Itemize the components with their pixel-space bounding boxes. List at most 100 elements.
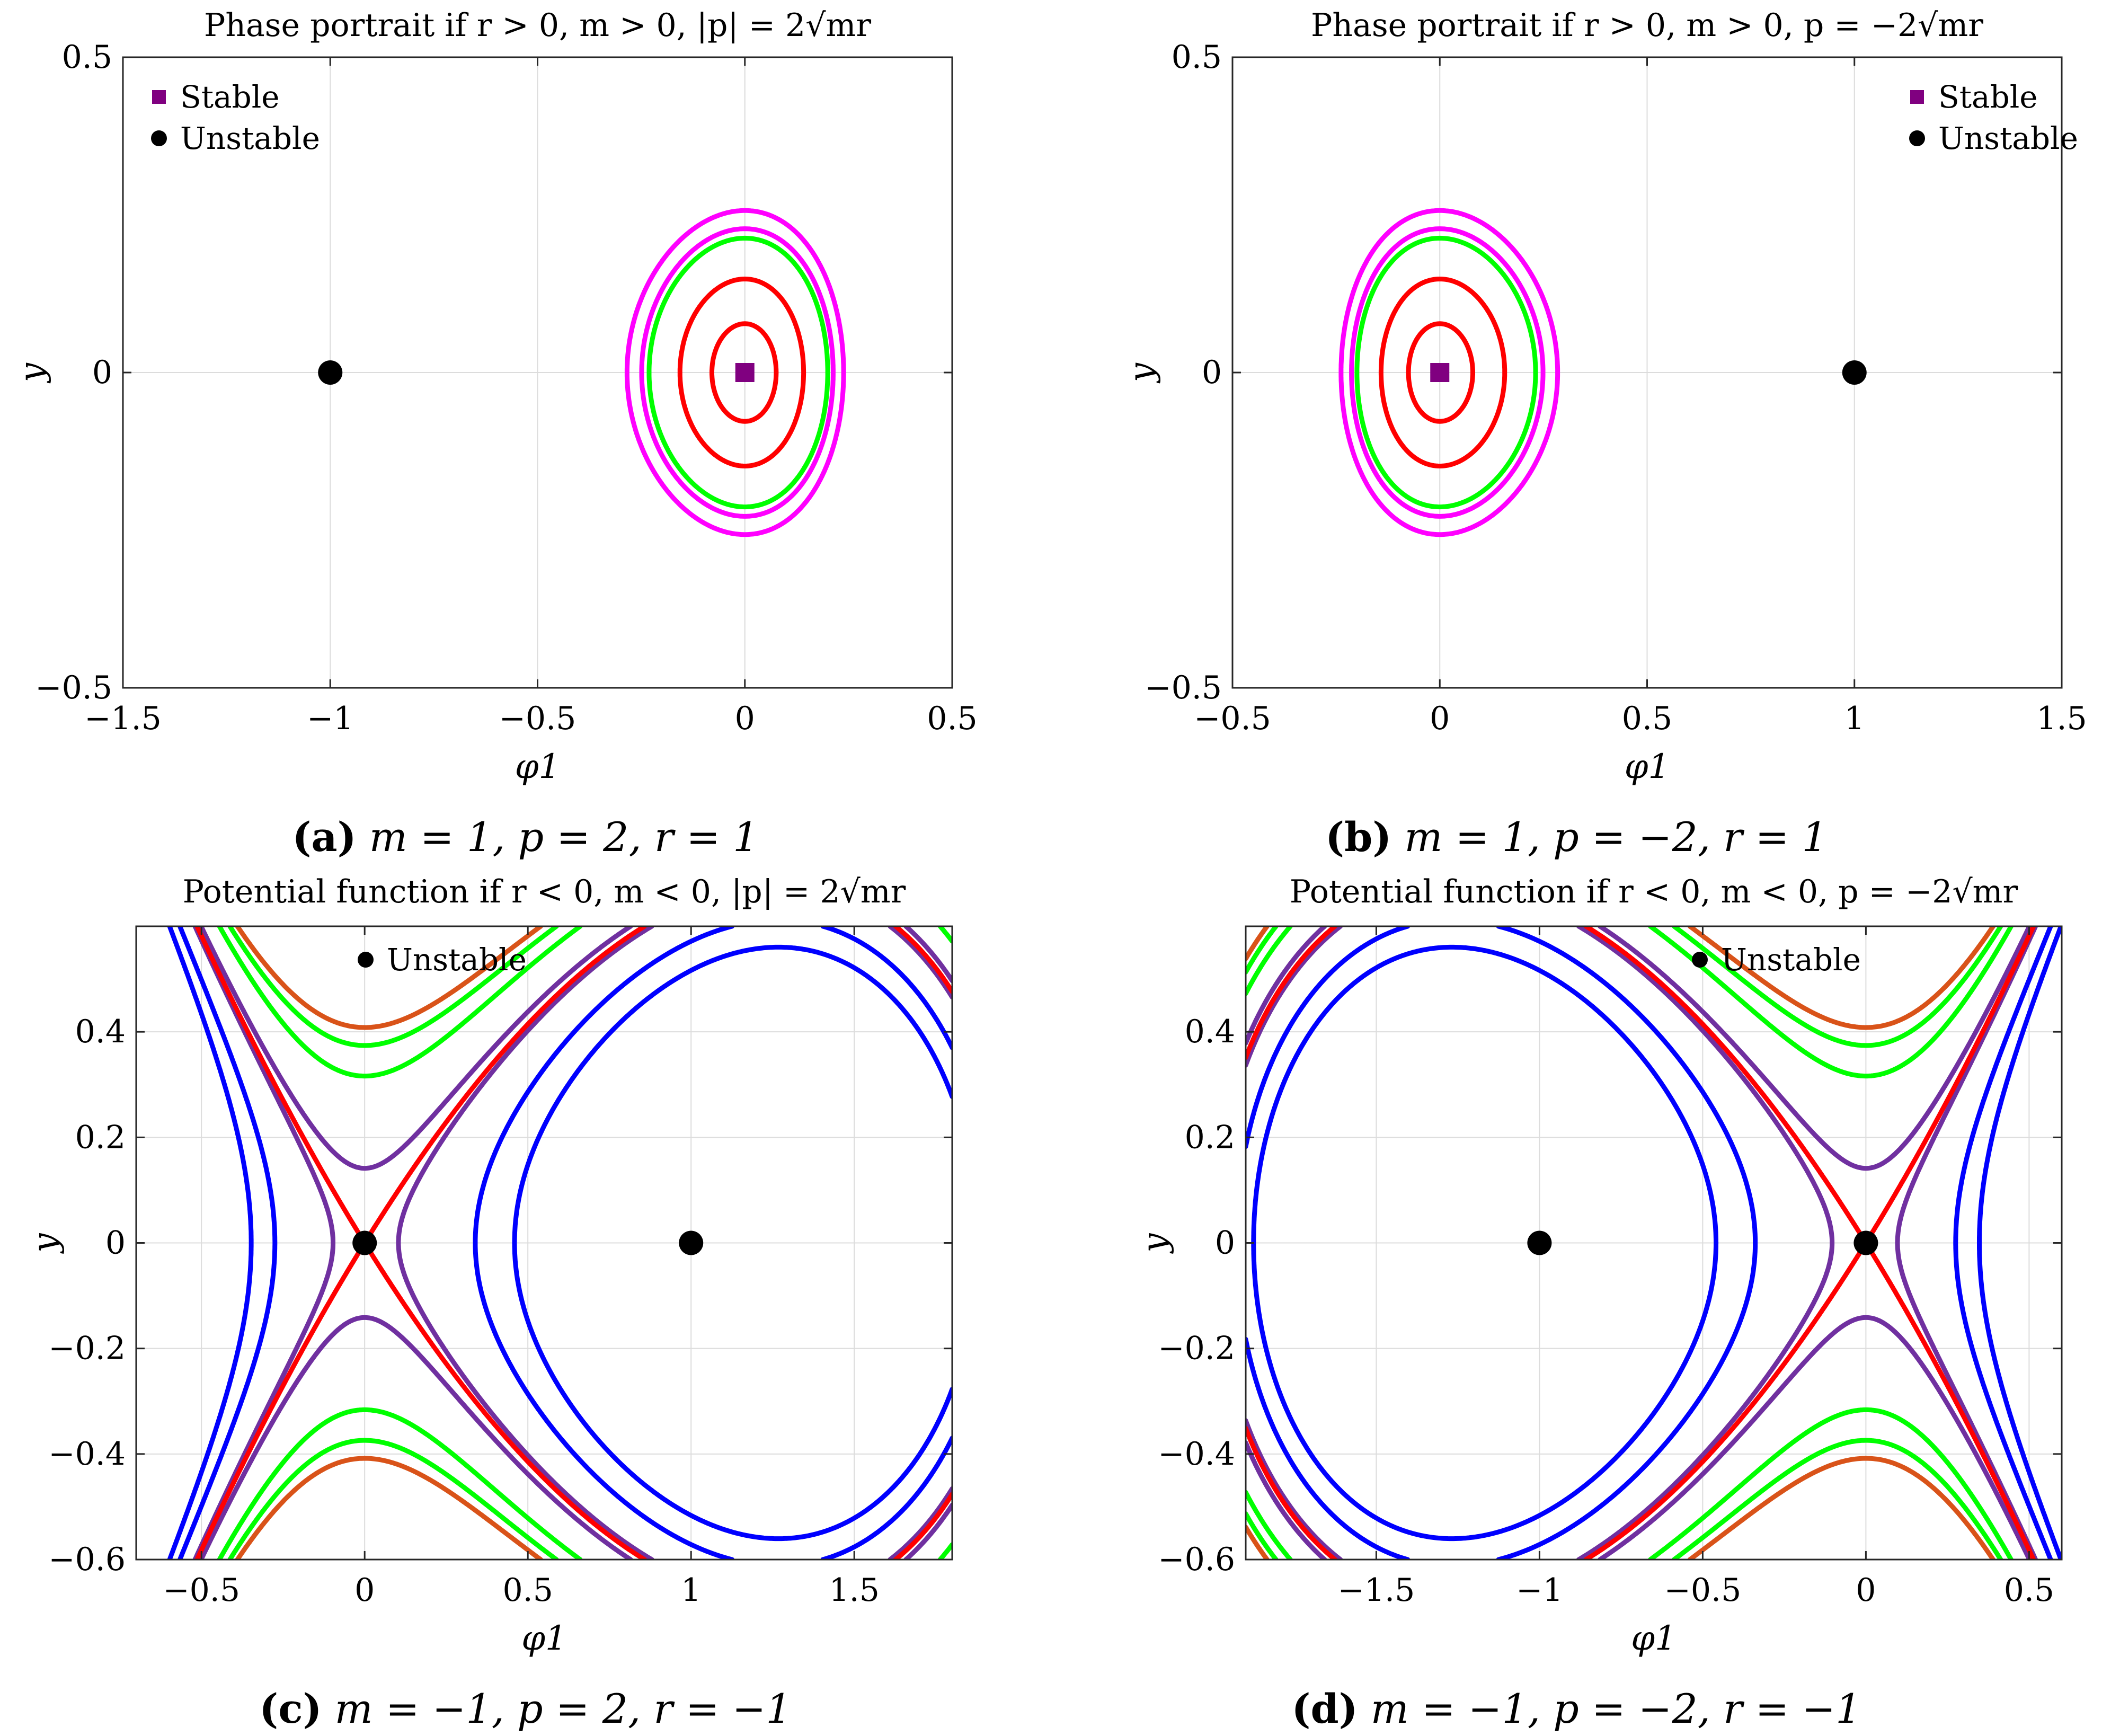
y-axis-label: y <box>1136 1233 1175 1254</box>
legend-marker-unstable <box>358 952 374 968</box>
legend-marker-stable <box>1910 90 1924 104</box>
contour-series <box>1246 926 2038 1560</box>
y-tick-label: 0.5 <box>1172 39 1222 76</box>
chart-b: −0.5 0 0.5 1 1.5 −0.5 0 0.5 φ1 y Phase portrait if… <box>1122 7 2087 786</box>
y-tick-label: −0.5 <box>35 669 112 706</box>
contour-series <box>624 208 846 537</box>
y-tick-label: −0.5 <box>1145 669 1222 706</box>
contour-series <box>677 277 806 468</box>
x-tick-label: −1 <box>307 700 353 737</box>
contour-series <box>1246 926 2036 1560</box>
legend-label: Stable <box>1938 79 2038 115</box>
x-tick-label: 1.5 <box>2036 700 2087 737</box>
x-tick-label: 1 <box>1844 700 1865 737</box>
x-axis-label: φ1 <box>1631 1619 1677 1658</box>
contour-series <box>194 926 952 1560</box>
y-tick-label: −0.4 <box>48 1436 126 1473</box>
contour-series <box>646 235 830 510</box>
x-tick-label: 0 <box>1430 700 1450 737</box>
contour-series <box>1338 208 1560 537</box>
y-tick-label: −0.6 <box>48 1541 126 1578</box>
unstable-point-marker <box>1527 1230 1552 1255</box>
contour-series <box>639 226 836 519</box>
y-axis-label: y <box>1122 362 1161 384</box>
y-tick-label: 0.4 <box>1185 1013 1235 1050</box>
contour-group <box>624 208 846 537</box>
x-tick-label: 0 <box>354 1572 375 1609</box>
x-axis-label: φ1 <box>515 747 561 786</box>
caption-b-text: m = 1, p = −2, r = 1 <box>1404 813 1828 861</box>
caption-c-text: m = −1, p = 2, r = −1 <box>334 1685 792 1732</box>
legend-marker-stable <box>152 90 166 104</box>
caption-d: (d) m = −1, p = −2, r = −1 <box>1051 1685 2102 1732</box>
legend-label: Unstable <box>387 942 527 978</box>
y-tick-label: 0.5 <box>62 39 112 76</box>
stable-point-marker <box>735 363 755 382</box>
contour-series <box>1246 926 2014 1560</box>
x-tick-label: 0.5 <box>1622 700 1672 737</box>
legend-marker-unstable <box>1909 130 1925 146</box>
legend-label: Unstable <box>1938 120 2078 156</box>
contour-series <box>1354 235 1538 510</box>
contour-series <box>1378 277 1507 468</box>
legend-label: Stable <box>180 79 280 115</box>
caption-d-label: (d) <box>1291 1685 1358 1732</box>
contour-group <box>1246 926 2062 1560</box>
unstable-point-marker <box>679 1230 704 1255</box>
y-tick-label: −0.2 <box>48 1330 126 1367</box>
caption-a-label: (a) <box>292 813 357 861</box>
x-tick-label: −0.5 <box>499 700 577 737</box>
contour-group <box>167 926 952 1560</box>
y-tick-label: 0.4 <box>75 1013 126 1050</box>
legend-marker-unstable <box>151 130 167 146</box>
x-tick-label: 0.5 <box>2004 1572 2054 1609</box>
x-tick-label: 0.5 <box>927 700 977 737</box>
y-axis-label: y <box>13 362 52 384</box>
contour-series <box>709 321 779 424</box>
y-axis-label: y <box>26 1233 65 1254</box>
contour-series <box>1406 321 1475 424</box>
chart-title: Phase portrait if r > 0, m > 0, |p| = 2√… <box>204 7 871 44</box>
chart-a: −1.5 −1 −0.5 0 0.5 −0.5 0 0.5 φ1 y Phase portrait … <box>13 7 978 786</box>
x-tick-label: 1.5 <box>829 1572 879 1609</box>
chart-d: −1.5 −1 −0.5 0 0.5 −0.6 −0.4 −0.2 0 0.2 0.4 φ1 y Pote… <box>1136 873 2063 1658</box>
caption-d-text: m = −1, p = −2, r = −1 <box>1370 1685 1861 1732</box>
contour-series <box>1246 926 2032 1560</box>
y-tick-label: 0.2 <box>75 1119 126 1156</box>
unstable-point-marker <box>1853 1230 1878 1255</box>
x-tick-label: −1 <box>1516 1572 1563 1609</box>
x-tick-label: −0.5 <box>1194 700 1271 737</box>
contour-series <box>235 926 543 1560</box>
x-tick-label: 0 <box>735 700 755 737</box>
legend-marker-unstable <box>1692 952 1708 968</box>
stable-point-marker <box>1430 363 1450 382</box>
chart-title: Potential function if r < 0, m < 0, |p| … <box>183 873 906 910</box>
y-tick-label: 0 <box>1202 354 1222 391</box>
contour-series <box>167 926 952 1560</box>
x-tick-label: −1.5 <box>1338 1572 1415 1609</box>
chart-title: Potential function if r < 0, m < 0, p = … <box>1290 873 2018 910</box>
x-tick-label: 1 <box>681 1572 701 1609</box>
y-tick-label: 0.2 <box>1185 1119 1235 1156</box>
y-tick-label: −0.2 <box>1158 1330 1235 1367</box>
x-tick-label: −0.5 <box>1664 1572 1742 1609</box>
caption-a: (a) m = 1, p = 2, r = 1 <box>0 813 1051 861</box>
x-axis-label: φ1 <box>521 1619 567 1658</box>
legend-label: Unstable <box>1721 942 1861 978</box>
contour-group <box>1338 208 1560 537</box>
contour-series <box>178 926 952 1560</box>
caption-b-label: (b) <box>1325 813 1392 861</box>
caption-b: (b) m = 1, p = −2, r = 1 <box>1051 813 2102 861</box>
y-tick-label: 0 <box>1215 1225 1235 1262</box>
y-tick-label: −0.6 <box>1158 1541 1235 1578</box>
y-tick-label: 0 <box>105 1225 126 1262</box>
unstable-point-marker <box>318 360 343 385</box>
contour-series <box>1246 926 2003 1560</box>
caption-a-text: m = 1, p = 2, r = 1 <box>369 813 759 861</box>
x-tick-label: 0.5 <box>502 1572 553 1609</box>
legend-label: Unstable <box>180 120 320 156</box>
y-tick-label: 0 <box>92 354 112 391</box>
contour-series <box>1349 226 1546 519</box>
x-tick-label: −0.5 <box>163 1572 240 1609</box>
x-tick-label: 0 <box>1856 1572 1876 1609</box>
